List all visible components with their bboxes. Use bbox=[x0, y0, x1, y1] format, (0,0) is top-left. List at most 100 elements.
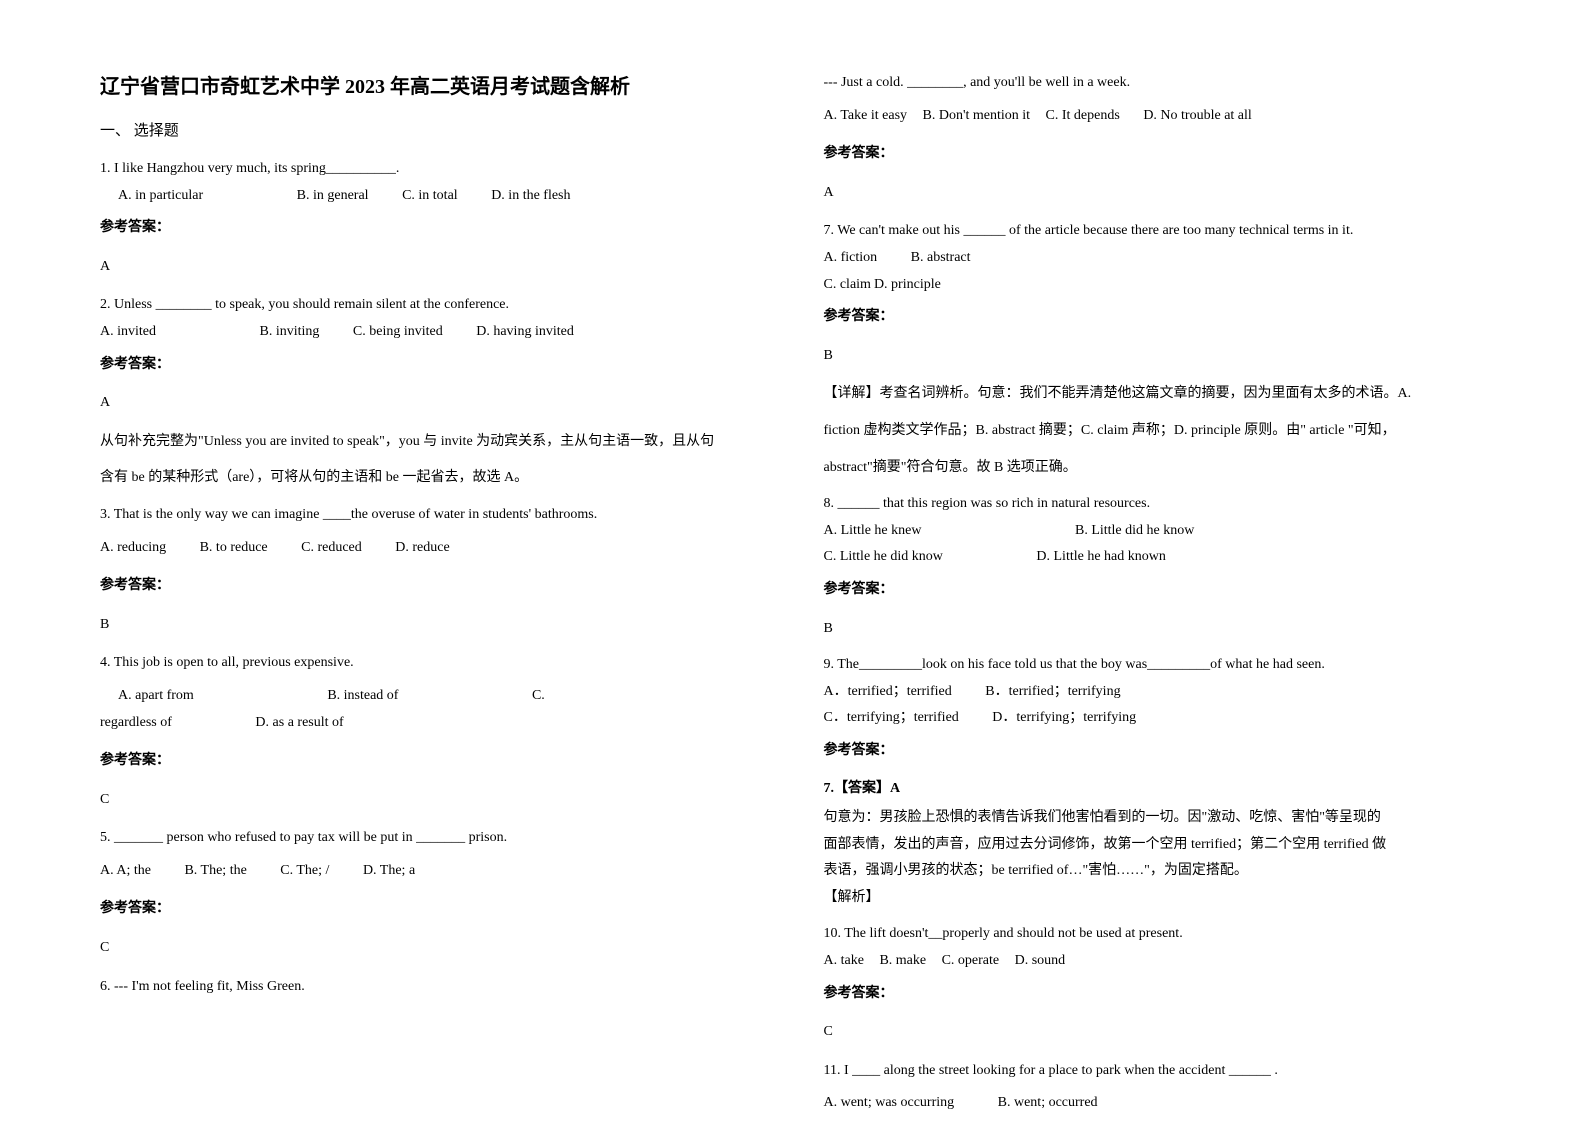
option-d: D. in the flesh bbox=[491, 183, 570, 210]
question-text: 10. The lift doesn't__properly and shoul… bbox=[824, 921, 1488, 948]
question-4: 4. This job is open to all, previous exp… bbox=[100, 650, 764, 813]
answer-head: 7.【答案】A bbox=[824, 776, 1488, 803]
option-c: C. claim bbox=[824, 272, 871, 299]
question-6: 6. --- I'm not feeling fit, Miss Green. bbox=[100, 974, 764, 1001]
answer-label: 参考答案： bbox=[100, 573, 764, 600]
question-text: 6. --- I'm not feeling fit, Miss Green. bbox=[100, 974, 764, 1001]
option-d: D. having invited bbox=[476, 319, 574, 346]
option-b: B. inviting bbox=[260, 319, 320, 346]
explanation-line: 面部表情，发出的声音，应用过去分词修饰，故第一个空用 terrified；第二个… bbox=[824, 832, 1488, 859]
option-c: C. It depends bbox=[1046, 103, 1120, 130]
option-a: A. went; was occurring bbox=[824, 1090, 955, 1117]
answer-text: B bbox=[100, 612, 764, 639]
option-a: A. in particular bbox=[118, 183, 203, 210]
answer-label: 参考答案： bbox=[824, 577, 1488, 604]
option-c: C. reduced bbox=[301, 535, 362, 562]
question-2: 2. Unless ________ to speak, you should … bbox=[100, 292, 764, 492]
explanation-line: 【解析】 bbox=[824, 885, 1488, 912]
question-9: 9. The_________look on his face told us … bbox=[824, 652, 1488, 911]
answer-text: C bbox=[100, 787, 764, 814]
answer-label: 参考答案： bbox=[100, 748, 764, 775]
option-b: B. in general bbox=[297, 183, 369, 210]
question-text: 1. I like Hangzhou very much, its spring… bbox=[100, 156, 764, 183]
option-a: A. take bbox=[824, 948, 864, 975]
question-options: A. take B. make C. operate D. sound bbox=[824, 948, 1488, 975]
option-a: A. invited bbox=[100, 319, 156, 346]
explanation-line: abstract"摘要"符合句意。故 B 选项正确。 bbox=[824, 455, 1488, 482]
explanation-line: 从句补充完整为"Unless you are invited to speak"… bbox=[100, 429, 764, 456]
question-11: 11. I ____ along the street looking for … bbox=[824, 1058, 1488, 1117]
option-c: C. Little he did know bbox=[824, 544, 943, 571]
answer-label: 参考答案： bbox=[824, 981, 1488, 1008]
option-d: D. principle bbox=[874, 272, 941, 299]
document-title: 辽宁省营口市奇虹艺术中学 2023 年高二英语月考试题含解析 bbox=[100, 70, 764, 99]
answer-text: A bbox=[100, 254, 764, 281]
answer-label: 参考答案： bbox=[824, 141, 1488, 168]
question-options: A. A; the B. The; the C. The; / D. The; … bbox=[100, 858, 764, 885]
question-options-line2: C．terrifying；terrified D．terrifying；terr… bbox=[824, 705, 1488, 732]
option-a: A. reducing bbox=[100, 535, 166, 562]
answer-label: 参考答案： bbox=[100, 896, 764, 923]
left-column: 辽宁省营口市奇虹艺术中学 2023 年高二英语月考试题含解析 一、 选择题 1.… bbox=[100, 70, 764, 1127]
question-5: 5. _______ person who refused to pay tax… bbox=[100, 825, 764, 961]
option-c: C. being invited bbox=[353, 319, 443, 346]
explanation-line: 【详解】考查名词辨析。句意：我们不能弄清楚他这篇文章的摘要，因为里面有太多的术语… bbox=[824, 381, 1488, 408]
option-b: B. instead of bbox=[327, 683, 398, 710]
question-1: 1. I like Hangzhou very much, its spring… bbox=[100, 156, 764, 280]
right-column: --- Just a cold. ________, and you'll be… bbox=[824, 70, 1488, 1127]
answer-text: A bbox=[100, 390, 764, 417]
question-options: A. invited B. inviting C. being invited … bbox=[100, 319, 764, 346]
question-text: 5. _______ person who refused to pay tax… bbox=[100, 825, 764, 852]
option-a: A. fiction bbox=[824, 245, 878, 272]
option-b: B. to reduce bbox=[200, 535, 268, 562]
option-b: B. The; the bbox=[184, 858, 246, 885]
question-options: A. Take it easy B. Don't mention it C. I… bbox=[824, 103, 1488, 130]
question-options: A. went; was occurring B. went; occurred bbox=[824, 1090, 1488, 1117]
answer-text: B bbox=[824, 343, 1488, 370]
answer-text: C bbox=[100, 935, 764, 962]
question-options-line1: A. Little he knew B. Little did he know bbox=[824, 518, 1488, 545]
answer-label: 参考答案： bbox=[100, 215, 764, 242]
option-b: B. Little did he know bbox=[1075, 518, 1194, 545]
explanation-line: 含有 be 的某种形式（are），可将从句的主语和 be 一起省去，故选 A。 bbox=[100, 465, 764, 492]
question-6-continued: --- Just a cold. ________, and you'll be… bbox=[824, 70, 1488, 206]
answer-text: C bbox=[824, 1019, 1488, 1046]
question-options: A. reducing B. to reduce C. reduced D. r… bbox=[100, 535, 764, 562]
option-d: D. reduce bbox=[395, 535, 449, 562]
question-text: 2. Unless ________ to speak, you should … bbox=[100, 292, 764, 319]
option-d: D. as a result of bbox=[255, 710, 343, 737]
option-b: B．terrified；terrifying bbox=[985, 679, 1120, 706]
option-a: A. apart from bbox=[100, 683, 194, 710]
question-options-line2: C. claimD. principle bbox=[824, 272, 1488, 299]
answer-label: 参考答案： bbox=[824, 304, 1488, 331]
option-d: D. No trouble at all bbox=[1143, 103, 1251, 130]
question-text: 8. ______ that this region was so rich i… bbox=[824, 491, 1488, 518]
question-options-line1: A．terrified；terrified B．terrified；terrif… bbox=[824, 679, 1488, 706]
option-d: D. The; a bbox=[363, 858, 415, 885]
option-a: A．terrified；terrified bbox=[824, 679, 952, 706]
option-c-text: regardless of bbox=[100, 710, 172, 737]
option-b: B. make bbox=[879, 948, 926, 975]
option-c: C. bbox=[532, 683, 545, 710]
question-text: 7. We can't make out his ______ of the a… bbox=[824, 218, 1488, 245]
option-c: C．terrifying；terrified bbox=[824, 705, 959, 732]
question-text: --- Just a cold. ________, and you'll be… bbox=[824, 70, 1488, 97]
option-d: D. sound bbox=[1015, 948, 1066, 975]
question-options: A. in particular B. in general C. in tot… bbox=[100, 183, 764, 210]
question-text: 9. The_________look on his face told us … bbox=[824, 652, 1488, 679]
explanation-line: 句意为：男孩脸上恐惧的表情告诉我们他害怕看到的一切。因"激动、吃惊、害怕"等呈现… bbox=[824, 805, 1488, 832]
question-text: 11. I ____ along the street looking for … bbox=[824, 1058, 1488, 1085]
explanation-line: fiction 虚构类文学作品；B. abstract 摘要；C. claim … bbox=[824, 418, 1488, 445]
option-a: A. A; the bbox=[100, 858, 151, 885]
question-10: 10. The lift doesn't__properly and shoul… bbox=[824, 921, 1488, 1045]
answer-label: 参考答案： bbox=[824, 738, 1488, 765]
question-3: 3. That is the only way we can imagine _… bbox=[100, 502, 764, 638]
question-7: 7. We can't make out his ______ of the a… bbox=[824, 218, 1488, 481]
section-heading: 一、 选择题 bbox=[100, 119, 764, 140]
question-text: 3. That is the only way we can imagine _… bbox=[100, 502, 764, 529]
answer-label: 参考答案： bbox=[100, 352, 764, 379]
question-options: A. apart from B. instead of C. bbox=[100, 683, 764, 710]
option-c: C. The; / bbox=[280, 858, 329, 885]
answer-text: B bbox=[824, 616, 1488, 643]
option-b: B. abstract bbox=[911, 245, 971, 272]
